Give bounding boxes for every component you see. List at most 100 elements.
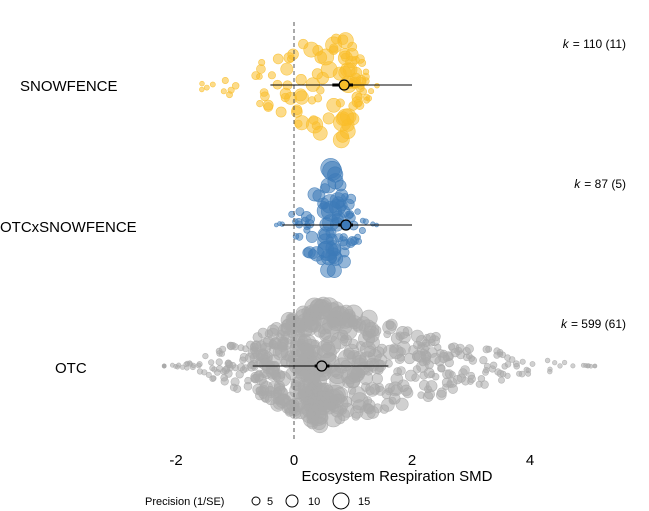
k-label-otc: k = 599 (61) xyxy=(561,317,626,331)
data-point xyxy=(295,232,304,241)
x-tick-label: 4 xyxy=(526,452,534,469)
data-point xyxy=(261,394,270,403)
data-point xyxy=(329,373,346,390)
data-point xyxy=(317,233,334,250)
data-point xyxy=(326,262,342,278)
data-point xyxy=(263,102,274,112)
data-point xyxy=(326,401,336,411)
data-point xyxy=(362,93,370,101)
k-label-snowfence: k = 110 (11) xyxy=(563,37,626,51)
data-point xyxy=(432,373,440,381)
data-point xyxy=(338,66,352,80)
data-point xyxy=(184,365,190,371)
data-point xyxy=(249,352,260,363)
category-labels: SNOWFENCE OTCxSNOWFENCE OTC xyxy=(0,78,137,377)
data-point xyxy=(273,222,279,228)
estimate-point-snowfence xyxy=(338,79,350,91)
data-point xyxy=(374,82,380,89)
data-point xyxy=(435,389,447,401)
data-point xyxy=(354,208,361,215)
data-point xyxy=(294,90,309,105)
data-point xyxy=(295,207,305,216)
data-point xyxy=(292,402,309,420)
data-point xyxy=(482,345,491,354)
data-point xyxy=(250,371,261,382)
data-point xyxy=(544,357,551,364)
data-point xyxy=(220,88,227,95)
legend-label: 10 xyxy=(308,496,320,508)
data-point xyxy=(199,86,205,93)
data-point xyxy=(327,166,344,183)
data-point xyxy=(493,351,501,359)
data-point xyxy=(199,80,205,87)
data-point xyxy=(209,365,216,372)
legend-circle-medium xyxy=(285,494,299,508)
x-tick-label: 2 xyxy=(408,452,416,469)
data-point xyxy=(243,381,253,391)
data-point xyxy=(232,82,240,90)
data-point xyxy=(280,62,294,76)
data-point xyxy=(327,253,337,263)
data-point xyxy=(460,365,470,375)
data-point xyxy=(279,221,285,227)
data-point xyxy=(513,362,521,370)
data-point xyxy=(330,332,348,350)
data-point xyxy=(259,357,272,371)
data-point xyxy=(340,52,350,62)
data-point xyxy=(355,100,365,110)
data-point xyxy=(273,380,285,392)
data-point xyxy=(552,360,558,366)
data-point xyxy=(350,366,365,382)
data-point xyxy=(437,364,446,373)
data-point xyxy=(360,309,378,327)
data-point xyxy=(498,376,505,384)
legend-circle-small xyxy=(251,496,261,506)
data-point xyxy=(330,33,342,44)
data-point xyxy=(398,331,411,344)
data-point xyxy=(303,41,320,58)
data-point xyxy=(161,363,167,369)
data-point xyxy=(363,403,375,415)
data-point xyxy=(446,380,454,389)
data-point xyxy=(480,380,489,389)
data-point xyxy=(351,55,360,65)
data-point xyxy=(258,58,266,66)
data-point xyxy=(547,366,553,372)
data-point xyxy=(256,385,267,397)
data-point xyxy=(256,99,264,108)
data-point xyxy=(251,340,262,350)
data-point xyxy=(561,359,568,366)
data-point xyxy=(482,368,489,376)
data-point xyxy=(272,372,282,382)
data-point xyxy=(359,87,368,96)
data-point xyxy=(195,362,202,369)
data-point xyxy=(229,383,238,392)
data-point xyxy=(529,361,536,367)
k-label-otcxsnowfence: k = 87 (5) xyxy=(574,177,626,191)
data-point xyxy=(519,358,526,365)
series-points-otc xyxy=(161,296,598,434)
data-point xyxy=(272,345,288,361)
data-point xyxy=(237,344,245,352)
data-point xyxy=(303,226,311,234)
data-point xyxy=(570,363,576,369)
data-point xyxy=(422,391,434,403)
points-layer xyxy=(161,32,598,434)
data-point xyxy=(404,369,417,382)
estimate-point-otcxsnowfence xyxy=(340,219,352,231)
data-point xyxy=(308,372,321,385)
data-point xyxy=(379,404,389,414)
data-point xyxy=(296,338,306,348)
data-point xyxy=(395,397,409,411)
confidence-interval-layer xyxy=(252,79,412,372)
k-labels: k = 110 (11) k = 87 (5) k = 599 (61) xyxy=(561,37,626,331)
data-point xyxy=(328,45,339,56)
data-point xyxy=(488,365,497,373)
data-point xyxy=(294,115,310,131)
data-point xyxy=(226,364,234,372)
data-point xyxy=(479,356,488,365)
data-point xyxy=(201,369,208,376)
data-point xyxy=(180,364,186,370)
data-point xyxy=(288,210,296,218)
data-point xyxy=(321,341,332,352)
